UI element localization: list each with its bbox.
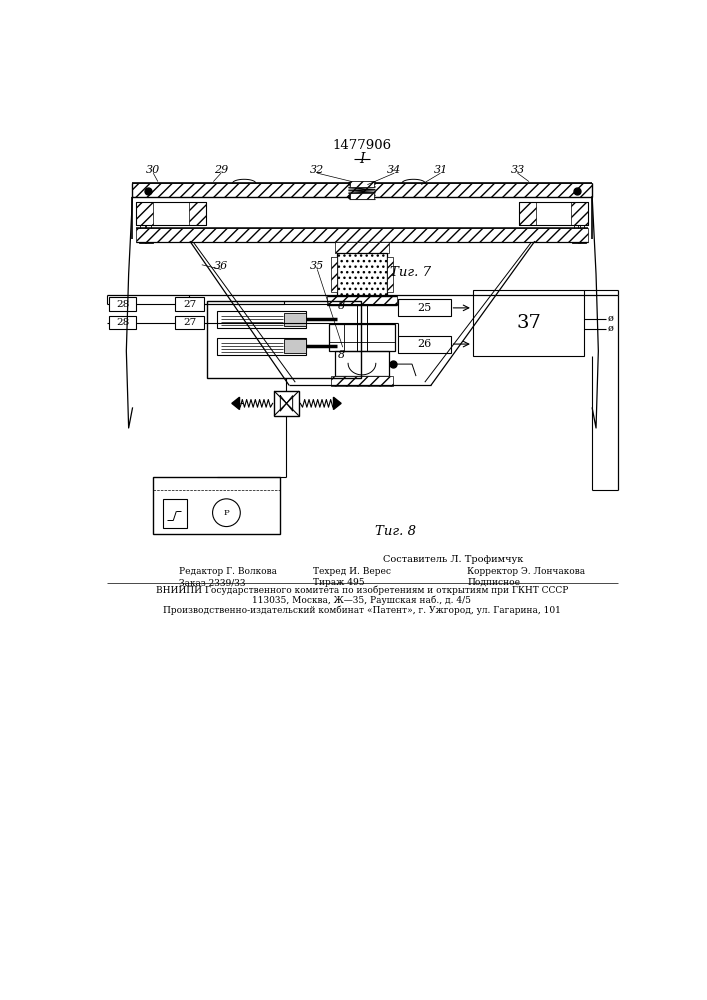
Bar xyxy=(331,376,393,386)
Bar xyxy=(139,239,146,243)
Bar xyxy=(153,477,281,534)
Bar xyxy=(274,391,299,416)
Bar xyxy=(217,338,305,355)
Text: 28: 28 xyxy=(116,318,129,327)
Bar xyxy=(189,202,206,225)
Text: 113035, Москва, Ж—35, Раушская наб., д. 4/5: 113035, Москва, Ж—35, Раушская наб., д. … xyxy=(252,596,472,605)
Bar xyxy=(398,336,450,353)
Text: Техред И. Верес: Техред И. Верес xyxy=(313,567,392,576)
Text: Подписное: Подписное xyxy=(467,578,520,587)
Bar xyxy=(335,351,389,376)
Bar xyxy=(329,324,395,351)
Bar xyxy=(387,257,393,292)
Text: Τиг. 8: Τиг. 8 xyxy=(375,525,416,538)
Text: ø: ø xyxy=(607,324,614,333)
Text: Τиг. 7: Τиг. 7 xyxy=(390,266,431,279)
Bar xyxy=(175,316,204,329)
Bar xyxy=(136,228,588,242)
Bar xyxy=(136,202,206,225)
Text: 8: 8 xyxy=(338,301,345,311)
Text: 32: 32 xyxy=(310,165,325,175)
Text: 25: 25 xyxy=(417,303,431,313)
Text: Тираж 495: Тираж 495 xyxy=(313,578,365,587)
Bar xyxy=(284,312,305,326)
Text: P: P xyxy=(223,509,229,517)
Text: 30: 30 xyxy=(146,165,160,175)
Text: 1477906: 1477906 xyxy=(332,139,392,152)
Text: 33: 33 xyxy=(510,165,525,175)
Bar xyxy=(572,239,580,243)
Bar xyxy=(573,225,578,239)
Text: 27: 27 xyxy=(183,318,196,327)
Text: 28: 28 xyxy=(116,300,129,309)
Bar xyxy=(284,339,305,353)
Bar xyxy=(146,225,151,239)
Bar xyxy=(351,181,373,187)
Text: Производственно-издательский комбинат «Патент», г. Ужгород, ул. Гагарина, 101: Производственно-издательский комбинат «П… xyxy=(163,606,561,615)
Bar xyxy=(110,297,136,311)
Text: Заказ 2339/33: Заказ 2339/33 xyxy=(179,578,245,587)
Bar xyxy=(175,297,204,311)
Text: 36: 36 xyxy=(214,261,228,271)
Bar xyxy=(398,299,450,316)
Text: 8: 8 xyxy=(338,350,345,360)
Text: Корректор Э. Лончакова: Корректор Э. Лончакова xyxy=(467,567,585,576)
Bar xyxy=(140,225,145,239)
Text: 37: 37 xyxy=(516,314,541,332)
Bar xyxy=(351,193,373,199)
Bar xyxy=(132,183,592,197)
Text: 35: 35 xyxy=(310,261,325,271)
Text: 27: 27 xyxy=(183,300,196,309)
Bar xyxy=(207,301,361,378)
Polygon shape xyxy=(232,397,240,410)
Bar xyxy=(327,296,397,305)
Bar xyxy=(578,239,586,243)
Text: Редактор Г. Волкова: Редактор Г. Волкова xyxy=(179,567,276,576)
Bar xyxy=(337,253,387,296)
Bar xyxy=(357,305,366,351)
Text: ø: ø xyxy=(607,314,614,323)
Bar xyxy=(110,316,136,329)
Text: 34: 34 xyxy=(387,165,402,175)
Bar xyxy=(145,239,153,243)
Bar xyxy=(163,499,187,528)
Bar xyxy=(580,225,585,239)
Bar xyxy=(473,290,585,356)
Text: I: I xyxy=(359,152,365,166)
Text: Составитель Л. Трофимчук: Составитель Л. Трофимчук xyxy=(382,555,523,564)
Text: ВНИИПИ Государственного комитета по изобретениям и открытиям при ГКНТ СССР: ВНИИПИ Государственного комитета по изоб… xyxy=(156,586,568,595)
Bar xyxy=(519,202,588,225)
Bar xyxy=(136,202,153,225)
Bar xyxy=(217,311,305,328)
Text: 26: 26 xyxy=(417,339,431,349)
Bar xyxy=(519,202,536,225)
Text: 29: 29 xyxy=(214,165,228,175)
Bar xyxy=(571,202,588,225)
Bar xyxy=(335,242,389,253)
Polygon shape xyxy=(334,397,341,410)
Bar xyxy=(337,253,387,296)
Bar xyxy=(331,257,337,292)
Text: 31: 31 xyxy=(433,165,448,175)
